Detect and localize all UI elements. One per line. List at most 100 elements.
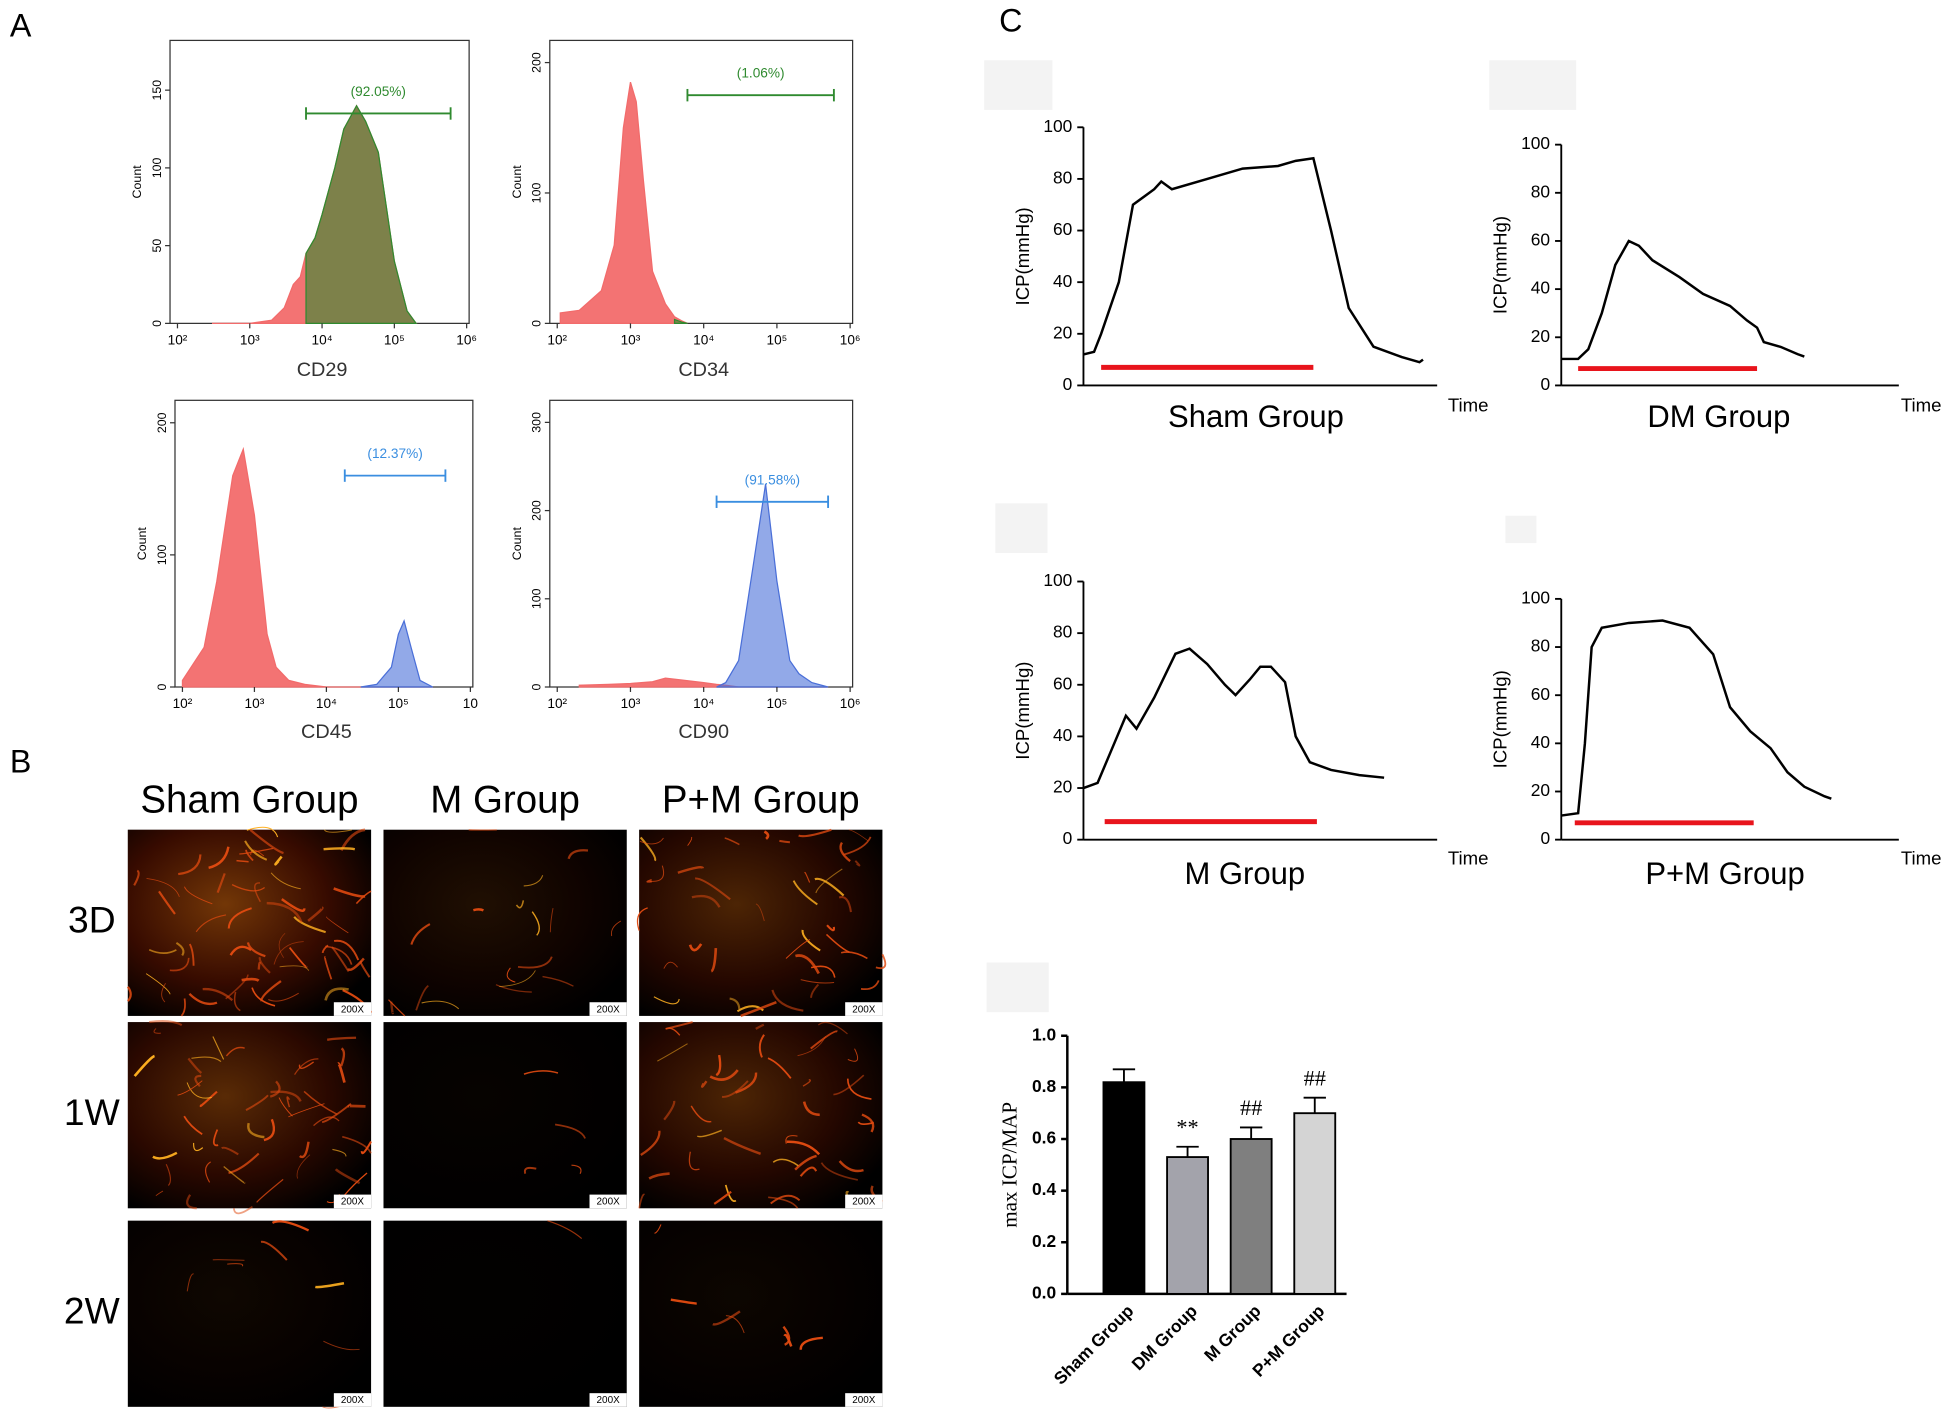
fiber: [696, 1129, 723, 1138]
y-tick-label: 300: [530, 412, 544, 433]
scale-box: [589, 1393, 627, 1407]
micrograph-glow: [127, 1022, 372, 1209]
fiber: [825, 933, 850, 953]
significance: ##: [1240, 1095, 1262, 1120]
y-axis-label: Count: [510, 165, 524, 199]
fiber: [665, 1027, 681, 1036]
fiber: [846, 1078, 872, 1100]
chart-title: Sham Group: [1168, 399, 1344, 434]
fiber: [187, 1057, 203, 1074]
fiber: [840, 951, 868, 960]
micrograph-glow: [383, 1221, 626, 1407]
fiber: [169, 957, 190, 972]
fiber: [247, 1122, 265, 1139]
column-header: M Group: [430, 779, 580, 822]
y-tick-label: 0.2: [1032, 1231, 1056, 1251]
fiber: [721, 1080, 749, 1098]
x-tick-label: 10⁴: [693, 696, 714, 711]
fiber: [723, 1136, 762, 1155]
fiber: [767, 1057, 792, 1079]
fiber: [161, 983, 166, 1003]
fiber: [854, 860, 861, 867]
fiber: [175, 941, 185, 957]
fiber: [231, 884, 266, 892]
fiber: [785, 939, 811, 959]
micrograph: 200X: [639, 1220, 883, 1407]
x-tick-label: M Group: [1200, 1301, 1265, 1366]
fiber: [278, 1097, 293, 1117]
fiber: [687, 836, 693, 846]
y-tick-label: 0: [1063, 374, 1073, 394]
fiber: [241, 977, 260, 982]
x-tick-label: 10⁴: [693, 332, 714, 347]
x-tick-label: 10³: [621, 332, 641, 347]
micrograph: 200X: [127, 1220, 372, 1409]
x-axis-label: CD45: [301, 721, 352, 743]
fiber: [145, 973, 171, 995]
fiber: [495, 984, 532, 993]
fiber: [857, 1121, 875, 1126]
micrograph: 200X: [126, 826, 373, 1017]
fiber: [273, 941, 304, 965]
y-tick-label: 50: [150, 239, 164, 253]
fiber: [802, 1101, 820, 1117]
icp-trace: [1561, 619, 1832, 817]
placeholder: [986, 962, 1049, 1013]
placeholder: [995, 503, 1048, 553]
fiber: [298, 1061, 315, 1069]
fiber: [303, 1090, 338, 1116]
magnification: 200X: [852, 1197, 876, 1208]
micrograph-bg: [383, 1220, 627, 1407]
panel-label: C: [999, 3, 1022, 39]
magnification: 200X: [341, 1197, 365, 1208]
fiber: [473, 908, 484, 912]
histogram: [716, 484, 829, 688]
fiber: [251, 987, 276, 1007]
bar: [1102, 1081, 1146, 1295]
x-axis-label: Time: [1448, 847, 1489, 868]
fiber: [254, 882, 261, 903]
fiber: [410, 923, 431, 945]
y-tick-label: 20: [1531, 780, 1550, 800]
fiber: [299, 1141, 310, 1159]
fiber: [208, 846, 230, 869]
micrograph-glow: [127, 829, 372, 1016]
fiber: [260, 1240, 288, 1261]
fiber: [795, 954, 820, 975]
y-tick-label: 40: [1531, 732, 1550, 752]
placeholder: [984, 60, 1053, 110]
fiber: [715, 1054, 722, 1077]
fiber: [779, 839, 790, 844]
fiber: [786, 1140, 821, 1156]
icp-trace: [1083, 156, 1424, 364]
magnification: 200X: [597, 1197, 621, 1208]
fiber: [388, 999, 406, 1017]
y-tick-label: 0.8: [1032, 1076, 1056, 1096]
y-tick-label: 200: [530, 500, 544, 521]
y-axis-label: ICP(mmHg): [1012, 207, 1033, 305]
y-tick-label: 100: [1521, 587, 1550, 607]
y-tick-label: 40: [1053, 271, 1072, 291]
fiber: [326, 1036, 357, 1041]
fiber: [799, 1166, 818, 1177]
error-bar: [1239, 1126, 1263, 1140]
fiber: [333, 939, 360, 961]
fiber: [820, 1162, 858, 1181]
fiber: [657, 1043, 688, 1062]
fiber: [307, 906, 324, 922]
gate-label: (92.05%): [351, 84, 406, 99]
fiber: [804, 871, 811, 883]
fiber: [288, 1103, 325, 1118]
scale-box: [845, 1194, 883, 1209]
fiber: [549, 908, 554, 933]
plot-frame: [549, 39, 854, 324]
fiber: [281, 898, 306, 912]
fiber: [205, 1161, 212, 1183]
y-tick-label: 200: [155, 412, 169, 433]
panel-label: B: [10, 743, 32, 779]
fiber: [735, 1072, 758, 1094]
histogram: [559, 81, 688, 324]
fiber: [725, 1315, 745, 1334]
fiber: [258, 956, 271, 974]
